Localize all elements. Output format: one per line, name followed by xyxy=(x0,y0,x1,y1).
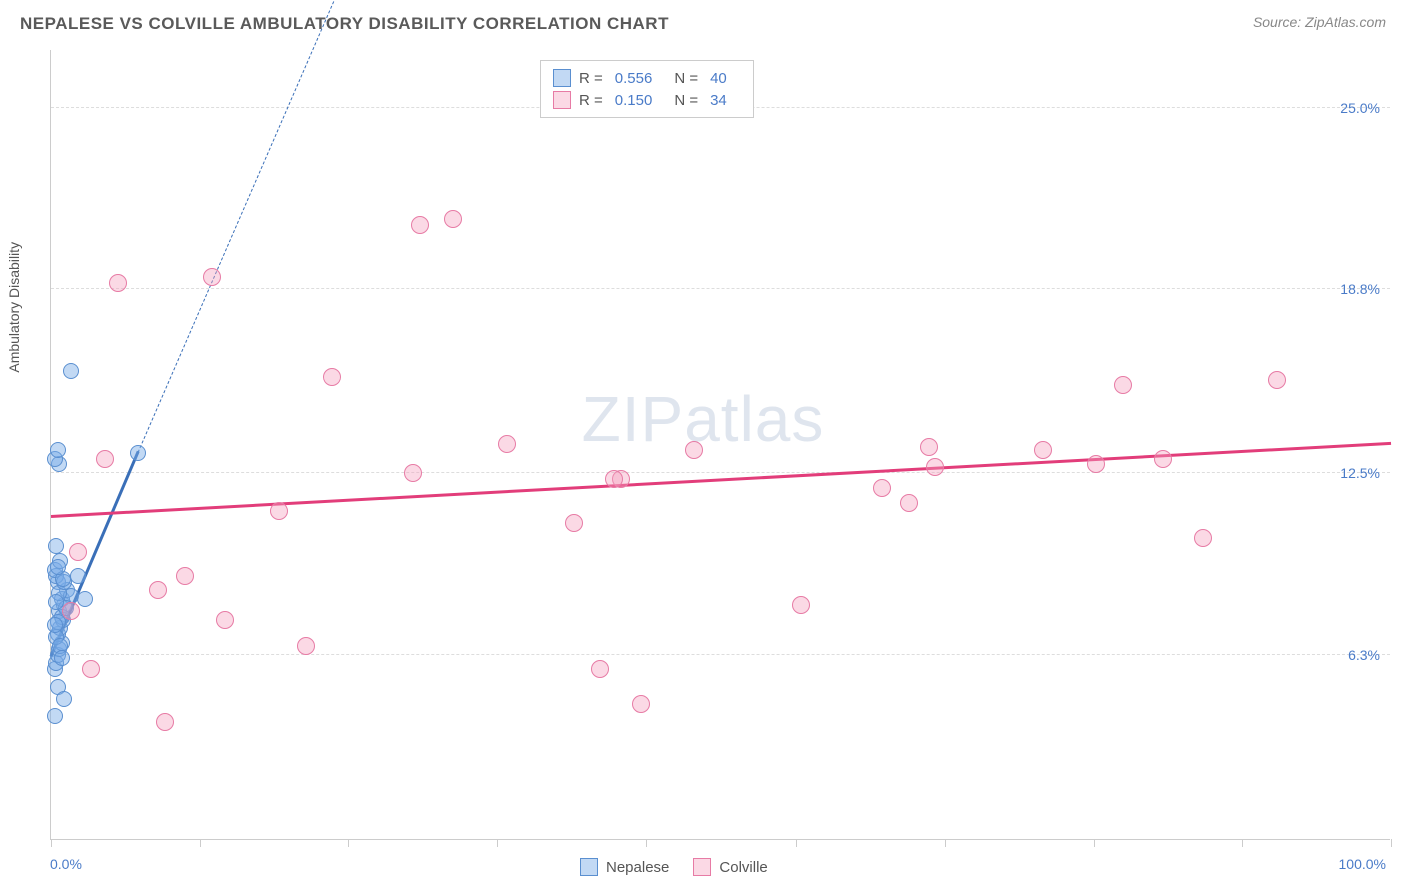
data-point xyxy=(792,596,810,614)
x-tick xyxy=(796,839,797,847)
data-point xyxy=(96,450,114,468)
data-point xyxy=(1268,371,1286,389)
gridline xyxy=(51,654,1390,655)
data-point xyxy=(900,494,918,512)
data-point xyxy=(156,713,174,731)
legend-swatch xyxy=(553,69,571,87)
y-tick-label: 18.8% xyxy=(1340,281,1380,297)
trend-line xyxy=(51,442,1391,518)
data-point xyxy=(685,441,703,459)
data-point xyxy=(411,216,429,234)
data-point xyxy=(404,464,422,482)
x-tick xyxy=(1242,839,1243,847)
chart-plot-area: 6.3% 12.5% 18.8% 25.0% xyxy=(50,50,1390,840)
legend-swatch xyxy=(553,91,571,109)
legend-swatch xyxy=(580,858,598,876)
x-tick xyxy=(1391,839,1392,847)
x-tick xyxy=(1094,839,1095,847)
legend-n-label: N = xyxy=(674,70,698,87)
y-tick-label: 25.0% xyxy=(1340,100,1380,116)
data-point xyxy=(1194,529,1212,547)
series-legend: Nepalese Colville xyxy=(580,858,768,876)
data-point xyxy=(1154,450,1172,468)
x-axis-min-label: 0.0% xyxy=(50,856,82,872)
data-point xyxy=(920,438,938,456)
x-tick xyxy=(348,839,349,847)
legend-label: Colville xyxy=(719,859,767,876)
data-point xyxy=(1034,441,1052,459)
x-axis-max-label: 100.0% xyxy=(1339,856,1386,872)
legend-row: R = 0.150 N = 34 xyxy=(553,89,741,111)
data-point xyxy=(47,617,63,633)
data-point xyxy=(926,458,944,476)
data-point xyxy=(47,708,63,724)
data-point xyxy=(1087,455,1105,473)
correlation-legend: R = 0.556 N = 40 R = 0.150 N = 34 xyxy=(540,60,754,118)
legend-row: R = 0.556 N = 40 xyxy=(553,67,741,89)
x-tick xyxy=(200,839,201,847)
data-point xyxy=(323,368,341,386)
data-point xyxy=(176,567,194,585)
legend-item: Nepalese xyxy=(580,858,669,876)
source-label: Source: ZipAtlas.com xyxy=(1253,14,1386,30)
legend-swatch xyxy=(693,858,711,876)
data-point xyxy=(82,660,100,678)
legend-label: Nepalese xyxy=(606,859,669,876)
legend-n-value: 40 xyxy=(710,70,727,87)
data-point xyxy=(130,445,146,461)
y-axis-title: Ambulatory Disability xyxy=(6,242,22,373)
legend-item: Colville xyxy=(693,858,767,876)
legend-r-label: R = xyxy=(579,70,603,87)
chart-title: NEPALESE VS COLVILLE AMBULATORY DISABILI… xyxy=(20,14,669,34)
data-point xyxy=(50,559,66,575)
x-tick xyxy=(497,839,498,847)
data-point xyxy=(297,637,315,655)
gridline xyxy=(51,472,1390,473)
data-point xyxy=(873,479,891,497)
data-point xyxy=(69,543,87,561)
data-point xyxy=(216,611,234,629)
data-point xyxy=(203,268,221,286)
data-point xyxy=(149,581,167,599)
y-tick-label: 6.3% xyxy=(1348,647,1380,663)
trend-line-extension xyxy=(138,0,454,452)
data-point xyxy=(498,435,516,453)
legend-n-label: N = xyxy=(674,92,698,109)
data-point xyxy=(50,442,66,458)
data-point xyxy=(54,650,70,666)
x-tick xyxy=(51,839,52,847)
data-point xyxy=(605,470,623,488)
legend-r-value: 0.150 xyxy=(615,92,653,109)
data-point xyxy=(591,660,609,678)
data-point xyxy=(270,502,288,520)
data-point xyxy=(63,363,79,379)
data-point xyxy=(565,514,583,532)
data-point xyxy=(632,695,650,713)
x-tick xyxy=(646,839,647,847)
legend-r-value: 0.556 xyxy=(615,70,653,87)
gridline xyxy=(51,288,1390,289)
y-tick-label: 12.5% xyxy=(1340,465,1380,481)
x-tick xyxy=(945,839,946,847)
data-point xyxy=(1114,376,1132,394)
legend-n-value: 34 xyxy=(710,92,727,109)
data-point xyxy=(444,210,462,228)
data-point xyxy=(48,538,64,554)
data-point xyxy=(62,602,80,620)
data-point xyxy=(109,274,127,292)
data-point xyxy=(77,591,93,607)
legend-r-label: R = xyxy=(579,92,603,109)
data-point xyxy=(56,691,72,707)
